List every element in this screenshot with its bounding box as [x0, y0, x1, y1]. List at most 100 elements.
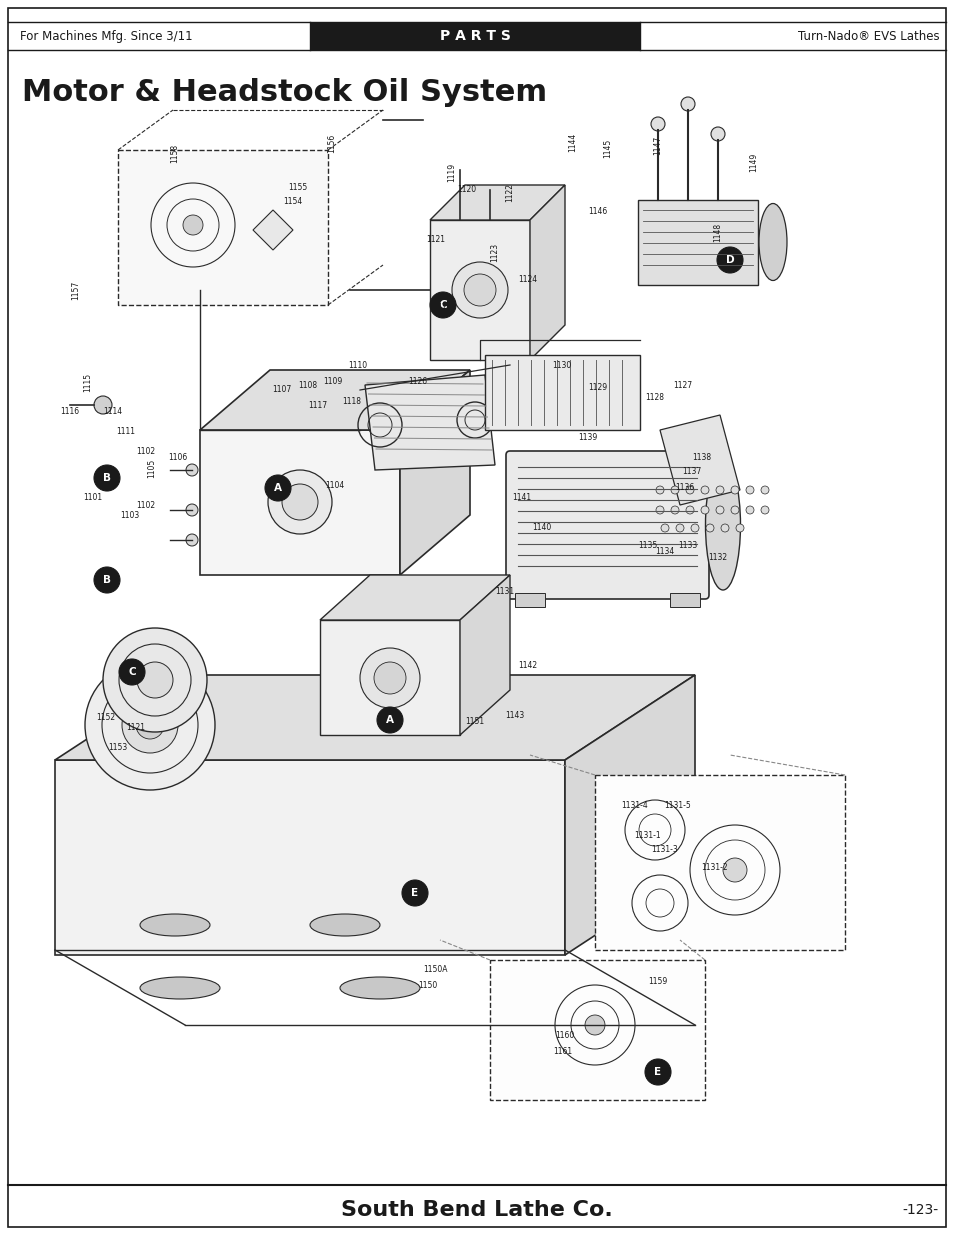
Text: 1157: 1157 [71, 280, 80, 300]
Circle shape [730, 487, 739, 494]
Circle shape [183, 215, 203, 235]
Polygon shape [55, 676, 695, 760]
Circle shape [685, 487, 693, 494]
Text: 1145: 1145 [603, 138, 612, 158]
Circle shape [136, 711, 164, 739]
Polygon shape [430, 220, 530, 359]
Circle shape [720, 524, 728, 532]
Circle shape [644, 1058, 670, 1086]
Text: B: B [103, 473, 111, 483]
Text: 1106: 1106 [168, 453, 188, 462]
Circle shape [685, 506, 693, 514]
Text: 1143: 1143 [505, 710, 524, 720]
Text: 1125: 1125 [437, 304, 456, 312]
Text: 1137: 1137 [681, 468, 700, 477]
Polygon shape [459, 576, 510, 735]
Circle shape [760, 487, 768, 494]
Circle shape [376, 706, 402, 734]
Polygon shape [399, 370, 470, 576]
Circle shape [85, 659, 214, 790]
Circle shape [452, 262, 507, 317]
Text: -123-: -123- [901, 1203, 937, 1216]
Bar [484, 354, 639, 430]
Bar [595, 776, 844, 950]
Circle shape [584, 1015, 604, 1035]
Text: 1159: 1159 [648, 977, 667, 987]
Ellipse shape [310, 914, 379, 936]
Circle shape [760, 506, 768, 514]
Ellipse shape [339, 977, 419, 999]
Text: 1139: 1139 [578, 433, 597, 442]
Circle shape [660, 524, 668, 532]
Text: A: A [386, 715, 394, 725]
Text: 1119: 1119 [447, 163, 456, 182]
Text: D: D [725, 254, 734, 266]
Circle shape [430, 291, 456, 317]
Circle shape [186, 534, 198, 546]
Text: 1104: 1104 [325, 480, 344, 489]
Ellipse shape [140, 914, 210, 936]
Text: 1131-2: 1131-2 [701, 863, 727, 872]
Text: 1150: 1150 [418, 981, 437, 989]
Text: C: C [438, 300, 446, 310]
Text: 1142: 1142 [517, 661, 537, 669]
Circle shape [374, 662, 406, 694]
Text: 1123: 1123 [490, 242, 499, 262]
Circle shape [186, 464, 198, 475]
Text: 1131-1: 1131-1 [634, 830, 660, 840]
Polygon shape [564, 676, 695, 955]
Text: 1136: 1136 [675, 483, 694, 493]
Text: 1161: 1161 [553, 1047, 572, 1056]
Circle shape [268, 471, 332, 534]
Text: South Bend Lathe Co.: South Bend Lathe Co. [341, 1200, 612, 1220]
Text: Motor & Headstock Oil System: Motor & Headstock Oil System [22, 78, 547, 107]
Circle shape [103, 629, 207, 732]
Bar [515, 593, 544, 606]
Circle shape [122, 697, 178, 753]
Text: 1149: 1149 [749, 152, 758, 172]
Text: 1156: 1156 [327, 133, 336, 153]
Text: 1114: 1114 [103, 408, 122, 416]
Circle shape [94, 396, 112, 414]
Text: 1129: 1129 [588, 384, 607, 393]
Polygon shape [319, 576, 510, 620]
Text: 1102: 1102 [136, 447, 155, 457]
Polygon shape [200, 370, 470, 430]
Text: 1105: 1105 [148, 458, 156, 478]
Text: 1150A: 1150A [422, 966, 447, 974]
Circle shape [401, 881, 428, 906]
Text: 1101: 1101 [83, 494, 103, 503]
Text: 1144: 1144 [568, 132, 577, 152]
Circle shape [745, 506, 753, 514]
Text: A: A [274, 483, 282, 493]
Polygon shape [659, 415, 740, 505]
Text: 1152: 1152 [96, 714, 115, 722]
Text: 1124: 1124 [517, 275, 537, 284]
Text: 1130: 1130 [552, 361, 571, 369]
Ellipse shape [759, 204, 786, 280]
Text: 1109: 1109 [323, 378, 342, 387]
Text: For Machines Mfg. Since 3/11: For Machines Mfg. Since 3/11 [20, 30, 193, 43]
Text: 1154: 1154 [283, 198, 302, 206]
Text: 1128: 1128 [645, 394, 664, 403]
Circle shape [94, 466, 120, 492]
Text: 1117: 1117 [308, 400, 327, 410]
Text: 1146: 1146 [588, 207, 607, 216]
Text: 1131: 1131 [495, 588, 514, 597]
Text: 1102: 1102 [136, 500, 155, 510]
Text: 1108: 1108 [298, 382, 317, 390]
Text: E: E [654, 1067, 660, 1077]
Polygon shape [55, 760, 564, 955]
Text: C: C [128, 667, 135, 677]
Text: 1126: 1126 [408, 378, 427, 387]
Text: Turn-Nado® EVS Lathes: Turn-Nado® EVS Lathes [798, 30, 939, 43]
Text: 1135: 1135 [638, 541, 657, 550]
Ellipse shape [140, 977, 220, 999]
Text: 1116: 1116 [60, 408, 79, 416]
Text: 1121: 1121 [426, 236, 445, 245]
Circle shape [186, 504, 198, 516]
Polygon shape [200, 430, 399, 576]
Text: 1110: 1110 [348, 361, 367, 369]
Circle shape [722, 858, 746, 882]
Circle shape [463, 274, 496, 306]
